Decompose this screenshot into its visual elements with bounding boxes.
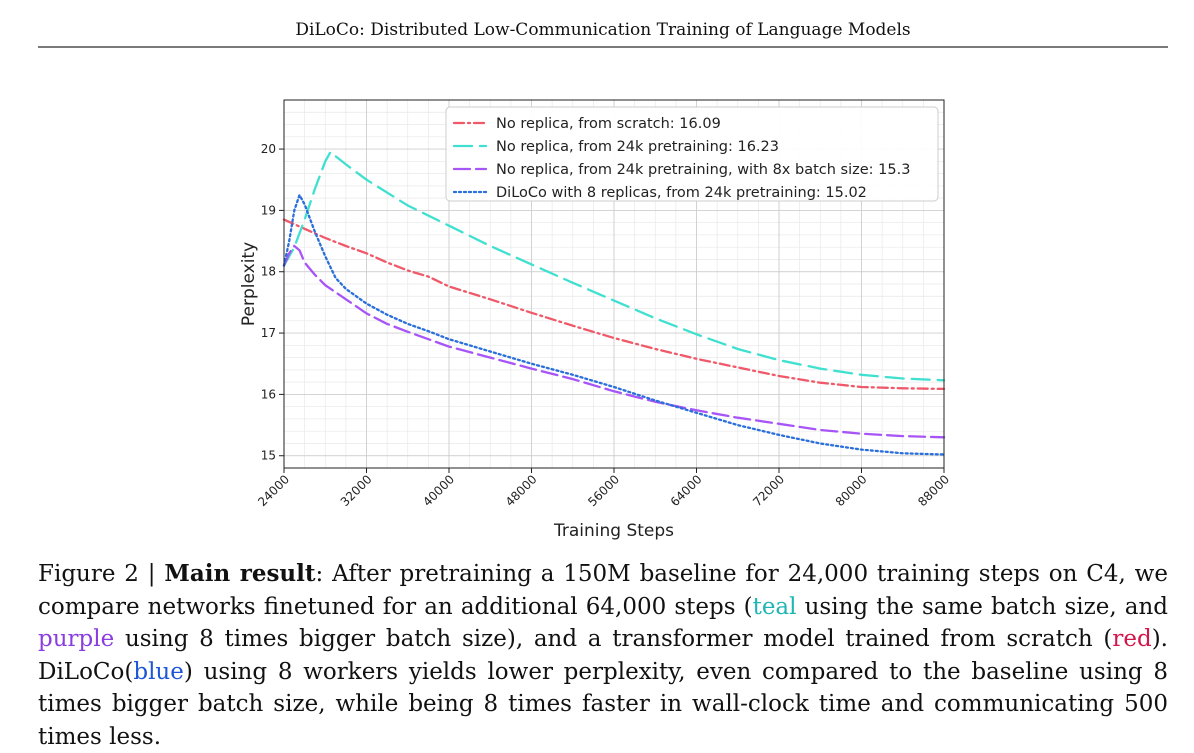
legend-label-1: No replica, from scratch: 16.09	[496, 116, 721, 132]
legend-label-2: No replica, from 24k pretraining: 16.23	[496, 139, 779, 155]
x-tick-label: 80000	[833, 472, 870, 509]
series-line-4	[282, 192, 946, 456]
series-line-1	[282, 218, 946, 391]
x-tick-label: 40000	[420, 472, 457, 509]
header-rule	[38, 46, 1168, 48]
caption-teal: teal	[752, 593, 797, 620]
series-line-2	[282, 150, 946, 382]
legend-label-4: DiLoCo with 8 replicas, from 24k pretrai…	[496, 185, 867, 201]
x-axis-label: Training Steps	[553, 521, 674, 540]
series-line-3	[282, 244, 946, 439]
caption-blue: blue	[133, 658, 184, 685]
caption-text-4: ). DiLoCo(	[38, 626, 1168, 685]
x-tick-label: 32000	[338, 472, 375, 509]
caption-bold: Main result	[164, 560, 316, 587]
caption-red: red	[1112, 626, 1152, 652]
figure-caption: Figure 2 | Main result: After pretrainin…	[38, 558, 1168, 753]
y-tick-label: 17	[261, 326, 276, 340]
perplexity-line-chart: 24000 32000 40000 48000 56000 64000 72000 80000…	[239, 99, 952, 540]
y-tick-label: 20	[261, 142, 276, 156]
y-tick-label: 18	[261, 265, 276, 279]
x-tick-label: 56000	[585, 472, 622, 509]
y-tick-label: 19	[261, 203, 276, 217]
caption-text-1: : After pretraining a 150M baseline for …	[38, 561, 1168, 620]
caption-text-5: ) using 8 workers yields lower perplexit…	[38, 658, 1168, 750]
plot-frame	[283, 99, 945, 469]
caption-text-2: using the same batch size, and	[796, 593, 1168, 620]
legend-label-3: No replica, from 24k pretraining, with 8…	[496, 162, 910, 178]
x-tick-label: 24000	[255, 472, 292, 509]
legend-box	[445, 106, 939, 202]
running-head: DiLoCo: Distributed Low-Communication Tr…	[295, 20, 911, 40]
x-tick-label: 72000	[750, 472, 787, 509]
x-tick-label: 88000	[915, 472, 952, 509]
caption-purple: purple	[38, 626, 115, 652]
y-tick-label: 15	[261, 449, 276, 463]
y-axis-label: Perplexity	[239, 242, 259, 326]
y-tick-label: 16	[261, 387, 276, 401]
x-tick-label: 48000	[503, 472, 540, 509]
caption-text-3: using 8 times bigger batch size), and a …	[114, 626, 1113, 652]
x-tick-label: 64000	[668, 472, 705, 509]
caption-label: Figure 2 |	[38, 561, 156, 587]
